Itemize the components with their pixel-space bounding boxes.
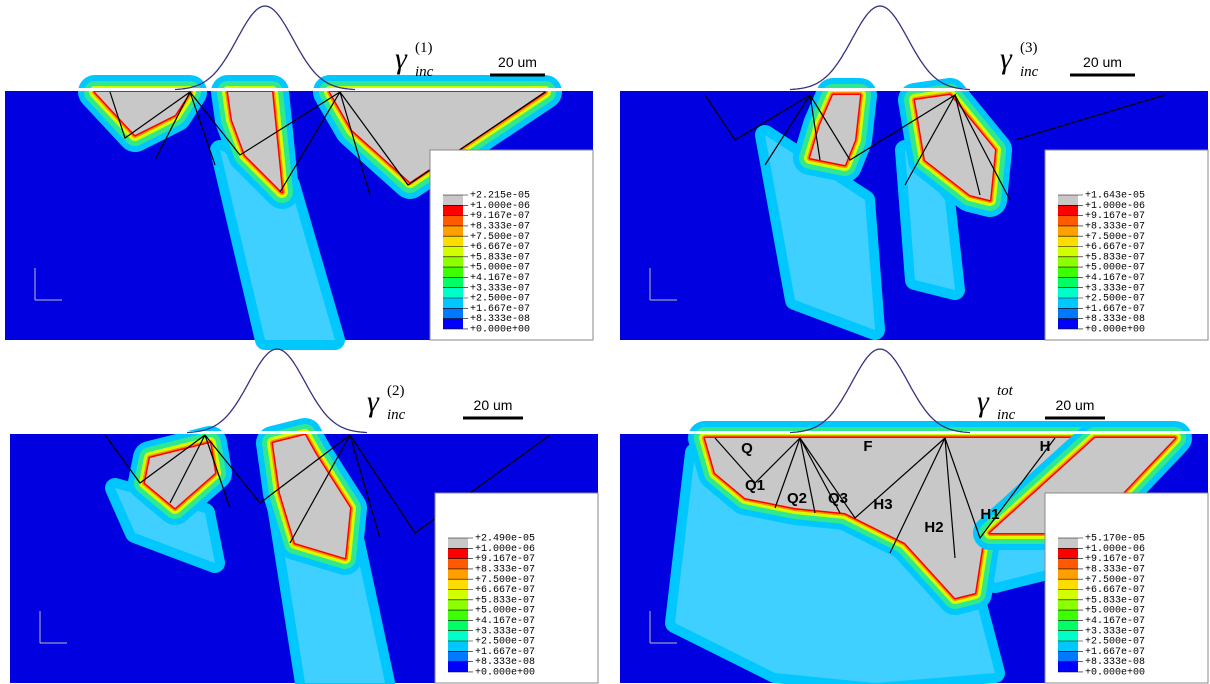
legend-swatch (443, 205, 463, 215)
legend-swatch (1058, 631, 1078, 641)
legend-swatch (1058, 288, 1078, 298)
panel: γinc(2)20 um+2.490e-05+1.000e-06+9.167e-… (10, 349, 598, 683)
scale-label: 20 um (1056, 397, 1095, 413)
legend-swatch (443, 247, 463, 257)
legend-swatch (1058, 267, 1078, 277)
region-label: Q1 (745, 477, 765, 494)
legend-swatch (1058, 600, 1078, 610)
legend-swatch (448, 559, 468, 569)
field-top (620, 88, 1208, 91)
symbol: γ (395, 42, 408, 75)
legend-swatch (1058, 538, 1078, 548)
legend-swatch (448, 579, 468, 589)
region-label: Q3 (828, 490, 848, 507)
legend-label: +0.000e+00 (1085, 668, 1145, 679)
legend-swatch (448, 631, 468, 641)
legend-swatch (443, 308, 463, 318)
legend-swatch (448, 620, 468, 630)
legend-swatch (1058, 569, 1078, 579)
symbol: γ (367, 385, 380, 418)
legend-label: +0.000e+00 (475, 668, 535, 679)
figure: γinc(1)20 um+2.215e-05+1.000e-06+9.167e-… (0, 0, 1210, 684)
legend-swatch (1058, 226, 1078, 236)
legend-swatch (443, 298, 463, 308)
field-top (10, 431, 598, 434)
symbol: γ (1000, 42, 1013, 75)
legend-swatch (1058, 662, 1078, 672)
legend-swatch (1058, 620, 1078, 630)
legend-swatch (448, 600, 468, 610)
field-top (620, 431, 1208, 434)
legend-swatch (448, 590, 468, 600)
subscript: inc (1020, 64, 1039, 80)
legend-swatch (1058, 651, 1078, 661)
legend-swatch (443, 236, 463, 246)
legend-swatch (1058, 548, 1078, 558)
legend-swatch (1058, 590, 1078, 600)
pulse (790, 349, 970, 433)
region-label: H3 (873, 496, 892, 513)
legend-swatch (1058, 298, 1078, 308)
legend-swatch (448, 662, 468, 672)
legend-label: +0.000e+00 (470, 325, 530, 336)
legend-swatch (1058, 195, 1078, 205)
superscript: tot (997, 383, 1014, 399)
legend-swatch (443, 319, 463, 329)
legend-swatch (1058, 610, 1078, 620)
subscript: inc (997, 407, 1016, 423)
legend-swatch (1058, 216, 1078, 226)
legend-swatch (1058, 559, 1078, 569)
scale-label: 20 um (1083, 54, 1122, 70)
superscript: (2) (387, 383, 405, 399)
legend-swatch (448, 651, 468, 661)
region-label: H1 (980, 506, 999, 523)
region-label: F (863, 438, 872, 455)
legend-label: +0.000e+00 (1085, 325, 1145, 336)
legend-swatch (1058, 319, 1078, 329)
subscript: inc (387, 407, 406, 423)
legend-swatch (1058, 205, 1078, 215)
legend-swatch (443, 216, 463, 226)
legend-swatch (448, 641, 468, 651)
region-label: Q (741, 440, 753, 457)
superscript: (1) (415, 40, 433, 56)
legend-swatch (443, 257, 463, 267)
legend-swatch (1058, 641, 1078, 651)
region-label: Q2 (787, 490, 807, 507)
legend-swatch (443, 195, 463, 205)
legend-swatch (1058, 308, 1078, 318)
region-label: H2 (924, 519, 943, 536)
scale-label: 20 um (498, 54, 537, 70)
pulse (790, 6, 970, 90)
legend-swatch (448, 538, 468, 548)
legend-swatch (443, 277, 463, 287)
legend-swatch (1058, 277, 1078, 287)
legend-swatch (448, 569, 468, 579)
symbol: γ (977, 385, 990, 418)
legend-swatch (448, 610, 468, 620)
legend-swatch (443, 226, 463, 236)
legend-swatch (1058, 257, 1078, 267)
legend-swatch (1058, 236, 1078, 246)
field-top (5, 88, 593, 91)
scale-label: 20 um (474, 397, 513, 413)
legend-swatch (443, 267, 463, 277)
region-label: H (1040, 438, 1051, 455)
legend-swatch (1058, 247, 1078, 257)
legend-swatch (443, 288, 463, 298)
pulse (187, 349, 367, 433)
subscript: inc (415, 64, 434, 80)
superscript: (3) (1020, 40, 1038, 56)
legend-swatch (1058, 579, 1078, 589)
legend-swatch (448, 548, 468, 558)
